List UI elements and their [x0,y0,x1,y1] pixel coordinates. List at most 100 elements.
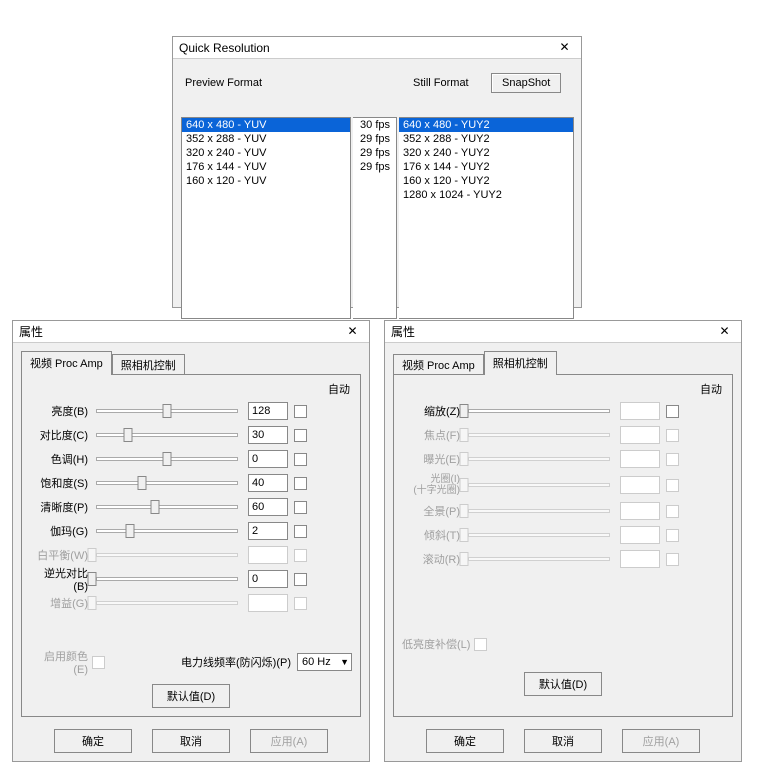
auto-checkbox[interactable] [294,501,307,514]
slider-row: 逆光对比(B) 0 [22,567,360,591]
tabstrip: 视频 Proc Amp 照相机控制 [21,353,185,375]
close-icon[interactable]: ✕ [552,39,577,57]
auto-header: 自动 [700,381,722,397]
titlebar: 属性 ✕ [385,321,741,343]
preview-format-listbox[interactable]: 640 x 480 - YUV352 x 288 - YUV320 x 240 … [181,117,351,319]
slider [464,502,614,520]
auto-checkbox [666,505,679,518]
tab-proc-amp[interactable]: 视频 Proc Amp [393,354,484,376]
slider [464,426,614,444]
list-item[interactable]: 29 fps [353,132,396,146]
list-item[interactable]: 320 x 240 - YUV [182,146,350,160]
slider-row: 色调(H)0 [22,447,360,471]
list-item[interactable]: 160 x 120 - YUV [182,174,350,188]
value-box[interactable]: 0 [248,450,288,468]
list-item[interactable]: 352 x 288 - YUV [182,132,350,146]
slider[interactable] [92,474,242,492]
slider[interactable] [92,402,242,420]
value-box [620,502,660,520]
close-icon[interactable]: ✕ [712,323,737,341]
list-item[interactable]: 29 fps [353,160,396,174]
slider-label: 饱和度(S) [30,475,92,491]
slider-row: 饱和度(S) 40 [22,471,360,495]
slider-row: 白平衡(W) [22,543,360,567]
slider[interactable] [92,498,242,516]
slider-label: 增益(G) [30,595,92,611]
enable-color-label: 启用颜色(E) [30,648,92,676]
auto-checkbox[interactable] [294,429,307,442]
slider [464,450,614,468]
value-box[interactable]: 128 [248,402,288,420]
slider-label: 清晰度(P) [30,499,92,515]
slider-row: 增益(G) [22,591,360,615]
defaults-button[interactable]: 默认值(D) [152,684,230,708]
close-icon[interactable]: ✕ [340,323,365,341]
slider-label: 逆光对比(B) [30,565,92,593]
slider[interactable] [92,450,242,468]
ok-button[interactable]: 确定 [54,729,132,753]
value-box [620,426,660,444]
powerline-combo[interactable]: 60 Hz ▼ [297,653,352,671]
dialog-title: Quick Resolution [179,41,552,55]
slider-row: 缩放(Z) [394,399,732,423]
value-box[interactable]: 40 [248,474,288,492]
slider[interactable] [92,570,242,588]
auto-checkbox[interactable] [294,405,307,418]
still-format-listbox[interactable]: 640 x 480 - YUY2352 x 288 - YUY2320 x 24… [399,117,574,319]
slider-label: 焦点(F) [402,427,464,443]
value-box [620,476,660,494]
list-item[interactable]: 1280 x 1024 - YUY2 [399,188,573,202]
auto-checkbox[interactable] [666,405,679,418]
value-box[interactable]: 30 [248,426,288,444]
list-item[interactable]: 352 x 288 - YUY2 [399,132,573,146]
slider-row: 对比度(C) 30 [22,423,360,447]
slider [464,550,614,568]
list-item[interactable]: 640 x 480 - YUV [182,118,350,132]
dialog-title: 属性 [391,323,712,340]
properties-dialog-procamp: 属性 ✕ 视频 Proc Amp 照相机控制 自动 亮度(B)128对比度(C)… [12,320,370,762]
defaults-button[interactable]: 默认值(D) [524,672,602,696]
list-item[interactable]: 176 x 144 - YUY2 [399,160,573,174]
list-item[interactable]: 30 fps [353,118,396,132]
slider [464,476,614,494]
slider[interactable] [92,426,242,444]
auto-checkbox[interactable] [294,453,307,466]
chevron-down-icon: ▼ [340,657,349,667]
value-box[interactable]: 60 [248,498,288,516]
slider-row: 曝光(E) [394,447,732,471]
slider-row: 亮度(B)128 [22,399,360,423]
still-format-label: Still Format [413,77,491,89]
value-box [248,594,288,612]
cancel-button[interactable]: 取消 [524,729,602,753]
auto-checkbox [294,549,307,562]
ok-button[interactable]: 确定 [426,729,504,753]
slider[interactable] [92,522,242,540]
slider-label: 全景(P) [402,503,464,519]
slider[interactable] [464,402,614,420]
apply-button: 应用(A) [250,729,328,753]
low-light-label: 低亮度补偿(L) [402,636,474,652]
list-item[interactable]: 176 x 144 - YUV [182,160,350,174]
auto-checkbox [666,529,679,542]
list-item[interactable]: 29 fps [353,146,396,160]
slider-row: 倾斜(T) [394,523,732,547]
value-box[interactable]: 2 [248,522,288,540]
auto-checkbox [666,553,679,566]
value-box[interactable]: 0 [248,570,288,588]
list-item[interactable]: 640 x 480 - YUY2 [399,118,573,132]
fps-listbox[interactable]: 30 fps29 fps29 fps29 fps [353,117,397,319]
properties-dialog-camera: 属性 ✕ 视频 Proc Amp 照相机控制 自动 缩放(Z) 焦点(F) 曝光(E… [384,320,742,762]
slider-label: 对比度(C) [30,427,92,443]
tab-camera-control[interactable]: 照相机控制 [112,354,185,376]
tab-camera-control[interactable]: 照相机控制 [484,351,557,375]
snapshot-button[interactable]: SnapShot [491,73,561,93]
tab-proc-amp[interactable]: 视频 Proc Amp [21,351,112,375]
auto-checkbox[interactable] [294,477,307,490]
auto-checkbox[interactable] [294,525,307,538]
list-item[interactable]: 160 x 120 - YUY2 [399,174,573,188]
slider-label: 倾斜(T) [402,527,464,543]
preview-format-label: Preview Format [185,77,413,89]
auto-checkbox[interactable] [294,573,307,586]
cancel-button[interactable]: 取消 [152,729,230,753]
list-item[interactable]: 320 x 240 - YUY2 [399,146,573,160]
